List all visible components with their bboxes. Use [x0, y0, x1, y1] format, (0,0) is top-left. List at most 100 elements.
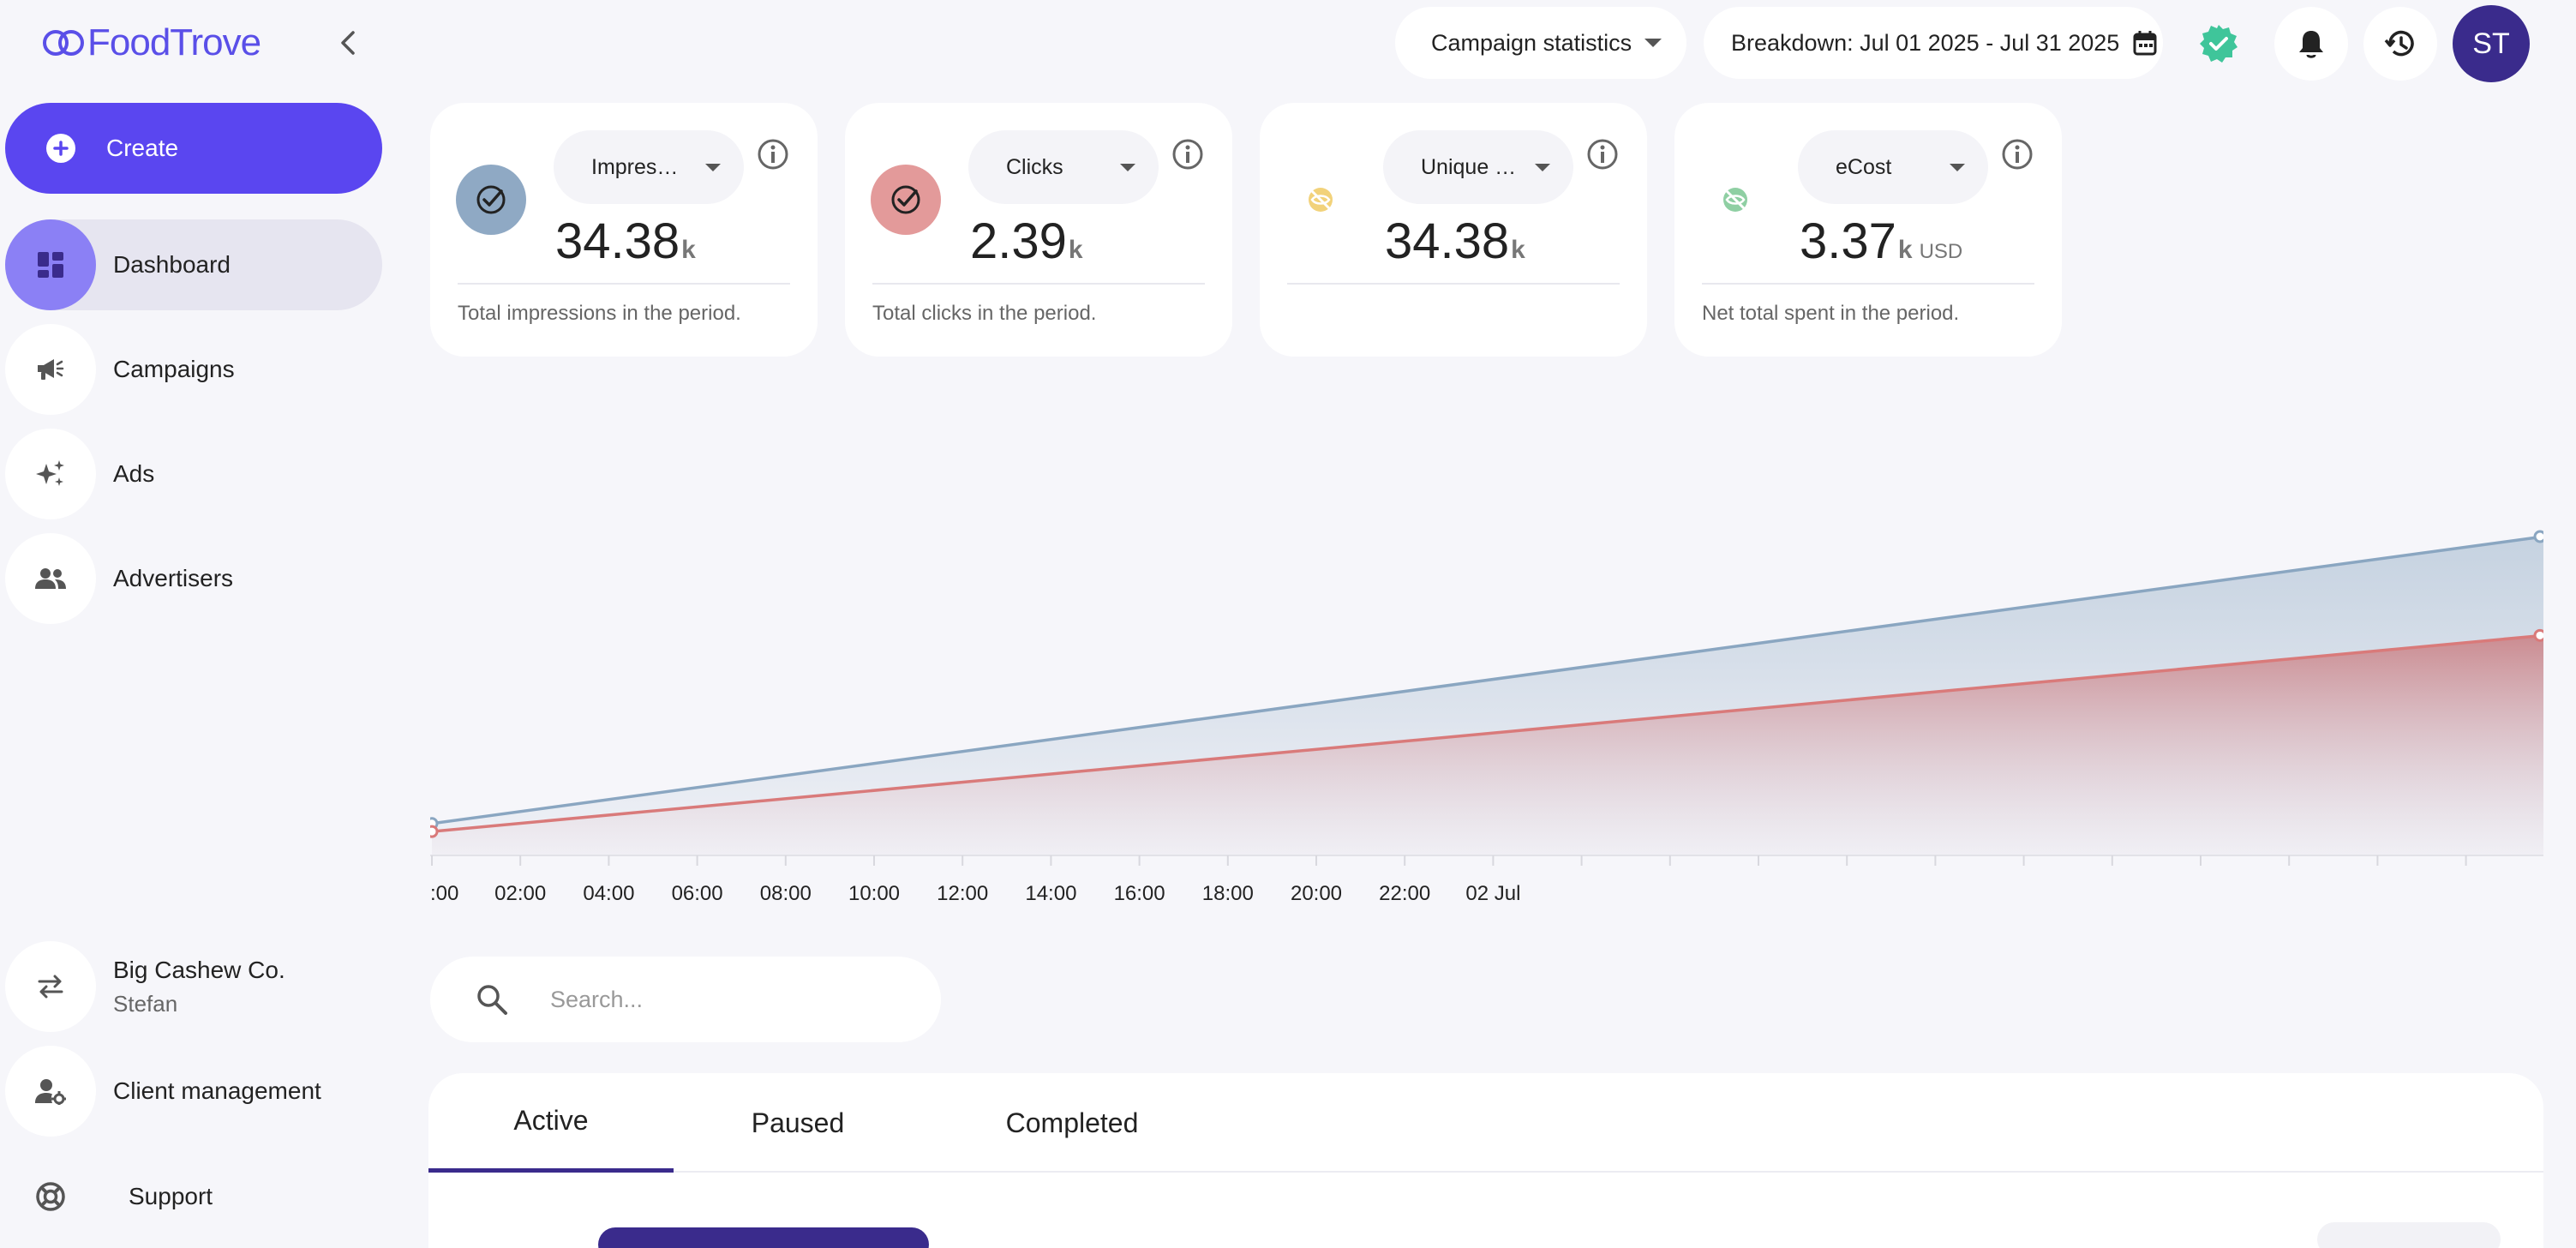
stat-card-ecost: eCost 3.37k USD Net total spent in the pe… — [1674, 103, 2062, 357]
x-tick-label: 02 Jul — [1465, 882, 1520, 905]
view-select-label: Campaign statistics — [1431, 29, 1632, 56]
account-user: Stefan — [113, 990, 178, 1017]
breakdown-date-picker[interactable]: Breakdown: Jul 01 2025 - Jul 31 2025 — [1704, 7, 2163, 79]
metric-description: Net total spent in the period. — [1702, 302, 1960, 325]
sidebar-item-dashboard[interactable]: Dashboard — [5, 219, 382, 310]
sidebar-item-client-management[interactable]: Client management — [5, 1046, 382, 1137]
lifebuoy-icon — [5, 1154, 96, 1239]
notifications-button[interactable] — [2274, 7, 2348, 81]
swap-arrows-icon — [5, 941, 96, 1032]
caret-down-icon — [1644, 39, 1662, 47]
metric-select-label: Clicks — [1006, 154, 1063, 179]
plus-circle-icon — [46, 134, 75, 163]
metric-select-label: Unique Impressions — [1421, 154, 1517, 179]
tabs-row: Active Paused Completed — [428, 1073, 2543, 1173]
verified-badge-icon — [2200, 25, 2238, 63]
user-avatar[interactable]: ST — [2453, 5, 2530, 82]
x-tick-label: 08:00 — [760, 882, 812, 905]
sidebar-item-label: Dashboard — [113, 251, 231, 278]
dashboard-icon — [5, 219, 96, 310]
divider — [1287, 283, 1620, 285]
campaign-statistics-select[interactable]: Campaign statistics — [1395, 7, 1686, 79]
stat-card-unique-impressions: Unique Impressions 34.38k — [1260, 103, 1647, 357]
toolbar-pill[interactable] — [2317, 1222, 2501, 1248]
series-point[interactable] — [430, 825, 439, 838]
check-circle-icon[interactable] — [456, 165, 526, 235]
series-point[interactable] — [2533, 530, 2543, 543]
metric-unit: k — [1897, 236, 1913, 264]
sidebar: FoodTrove Create Dashboard Campaigns Ads… — [0, 0, 394, 1248]
metric-value: 2.39k — [970, 213, 1083, 269]
check-circle-icon[interactable] — [871, 165, 941, 235]
metric-select[interactable]: eCost — [1798, 130, 1988, 204]
megaphone-icon — [5, 324, 96, 415]
sidebar-item-label: Advertisers — [113, 565, 234, 591]
caret-down-icon — [1120, 163, 1135, 171]
x-tick-label: 12:00 — [937, 882, 988, 905]
campaign-tabs-panel: Active Paused Completed — [428, 1073, 2543, 1248]
metric-value: 34.38k — [1385, 213, 1525, 269]
sidebar-item-support[interactable]: Support — [5, 1154, 382, 1239]
stat-card-impressions: Impressions 34.38k Total impressions in … — [430, 103, 818, 357]
divider — [458, 283, 790, 285]
x-tick-label: 18:00 — [1202, 882, 1254, 905]
metric-select[interactable]: Impressions — [554, 130, 744, 204]
x-tick-label: 20:00 — [1291, 882, 1342, 905]
metric-description: Total impressions in the period. — [458, 302, 741, 325]
metric-currency: USD — [1919, 240, 1963, 263]
x-tick-label: 16:00 — [1114, 882, 1165, 905]
history-icon — [2384, 30, 2414, 57]
eye-off-icon[interactable] — [1700, 165, 1770, 235]
sidebar-item-label: Campaigns — [113, 356, 235, 382]
x-tick-label: 10:00 — [848, 882, 900, 905]
info-icon[interactable] — [756, 137, 790, 171]
search-bar — [430, 957, 941, 1042]
tab-paused[interactable]: Paused — [751, 1107, 845, 1138]
chevron-left-icon — [341, 31, 355, 55]
create-button-label: Create — [106, 135, 179, 161]
history-button[interactable] — [2363, 7, 2437, 81]
sidebar-item-advertisers[interactable]: Advertisers — [5, 533, 382, 624]
x-tick-label: 14:00 — [1025, 882, 1076, 905]
tab-completed[interactable]: Completed — [1005, 1107, 1139, 1138]
eye-off-icon[interactable] — [1285, 165, 1356, 235]
account-name: Big Cashew Co. — [113, 956, 285, 983]
create-button[interactable]: Create — [5, 103, 382, 194]
series-line-clicks[interactable] — [431, 633, 2543, 833]
sidebar-item-label: Client management — [113, 1077, 321, 1104]
sidebar-item-label: Support — [129, 1183, 213, 1209]
metric-select-label: Impressions — [591, 154, 687, 179]
metric-unit: k — [681, 236, 696, 264]
brand-logo[interactable]: FoodTrove — [43, 21, 261, 65]
tab-active[interactable]: Active — [428, 1073, 674, 1173]
x-tick-label: 04:00 — [583, 882, 634, 905]
metric-value: 3.37k USD — [1800, 213, 1963, 269]
metric-select[interactable]: Clicks — [968, 130, 1159, 204]
series-point[interactable] — [2533, 628, 2543, 642]
x-tick-label: :00 — [430, 882, 458, 905]
search-input[interactable] — [550, 986, 910, 1013]
caret-down-icon — [1535, 163, 1550, 171]
sidebar-item-campaigns[interactable]: Campaigns — [5, 324, 382, 415]
statistics-chart[interactable]: :00 02:00 04:00 06:00 08:00 10:00 12:00 14:00 16… — [430, 403, 2543, 917]
x-tick-label: 22:00 — [1379, 882, 1430, 905]
metric-description: Total clicks in the period. — [872, 302, 1097, 325]
metric-unit: k — [1068, 236, 1083, 264]
metric-select[interactable]: Unique Impressions — [1383, 130, 1573, 204]
collapse-sidebar-button[interactable] — [332, 24, 363, 62]
info-icon[interactable] — [1171, 137, 1205, 171]
sidebar-item-ads[interactable]: Ads — [5, 429, 382, 519]
series-line-impressions[interactable] — [431, 535, 2543, 825]
divider — [1702, 283, 2034, 285]
x-tick-label: 02:00 — [494, 882, 546, 905]
info-icon[interactable] — [2000, 137, 2034, 171]
info-icon[interactable] — [1585, 137, 1620, 171]
caret-down-icon — [1950, 163, 1965, 171]
calendar-icon — [2133, 31, 2157, 56]
people-icon — [5, 533, 96, 624]
verified-status-button[interactable] — [2182, 7, 2255, 81]
metric-select-label: eCost — [1836, 154, 1892, 179]
filter-toggle[interactable] — [598, 1227, 929, 1248]
account-switcher[interactable]: Big Cashew Co. Stefan — [5, 941, 382, 1032]
divider — [872, 283, 1205, 285]
